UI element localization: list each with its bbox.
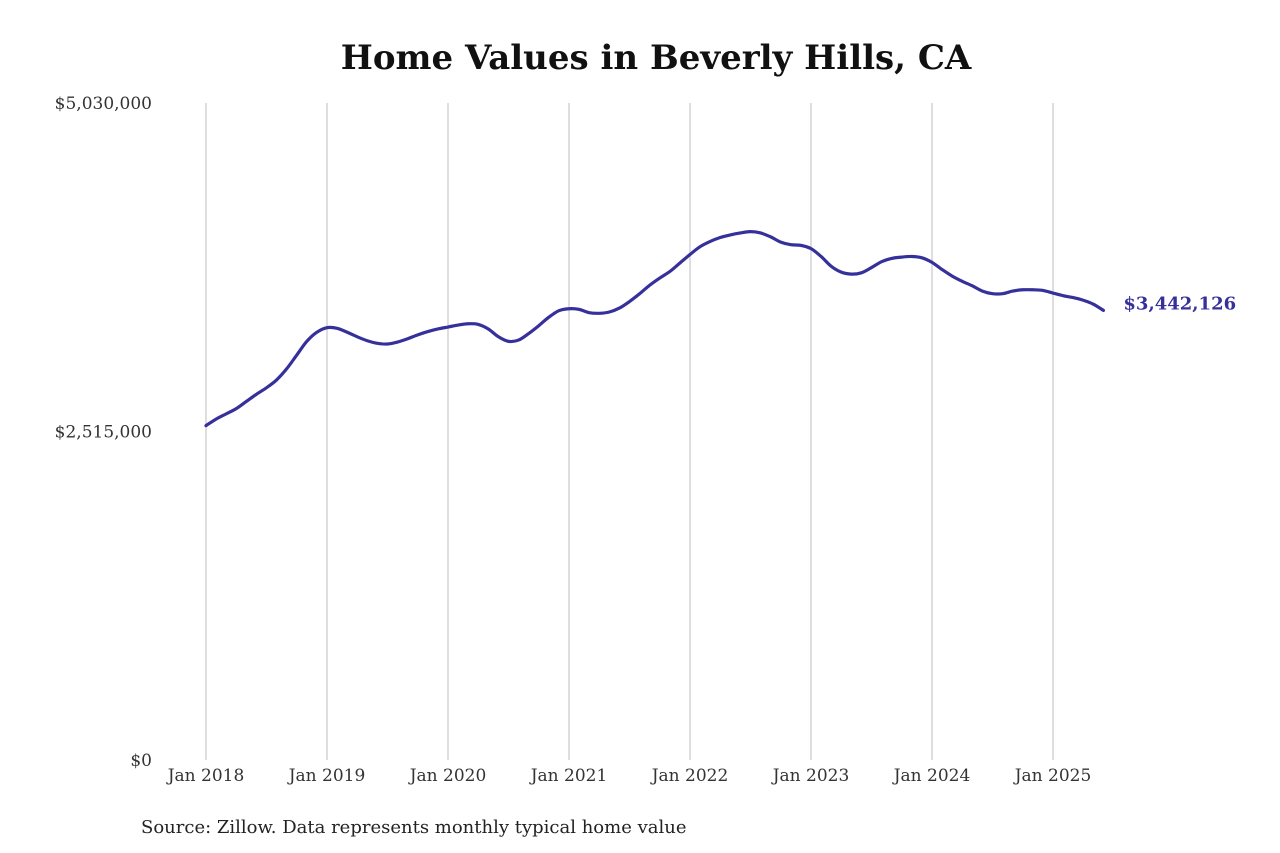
x-tick-label: Jan 2023 [771, 766, 850, 786]
x-axis: Jan 2018 Jan 2019 Jan 2020 Jan 2021 Jan 2022… [166, 766, 1092, 786]
series-layer: $3,442,126 [204, 230, 1236, 428]
gridlines [205, 103, 1054, 760]
x-tick-label: Jan 2018 [166, 766, 245, 786]
x-tick-label: Jan 2022 [650, 766, 729, 786]
x-tick-label: Jan 2019 [287, 766, 366, 786]
series-line [204, 230, 1106, 428]
source-note: Source: Zillow. Data represents monthly … [141, 817, 687, 838]
x-tick-label: Jan 2025 [1013, 766, 1092, 786]
y-tick-label: $2,515,000 [55, 423, 152, 443]
y-axis: $5,030,000 $2,515,000 $0 [55, 94, 152, 771]
y-tick-label: $0 [130, 751, 152, 771]
y-tick-label: $5,030,000 [55, 94, 152, 114]
x-tick-label: Jan 2020 [408, 766, 487, 786]
chart-title: Home Values in Beverly Hills, CA [340, 38, 972, 78]
x-tick-label: Jan 2021 [529, 766, 608, 786]
x-tick-label: Jan 2024 [892, 766, 971, 786]
end-value-label: $3,442,126 [1123, 293, 1236, 314]
